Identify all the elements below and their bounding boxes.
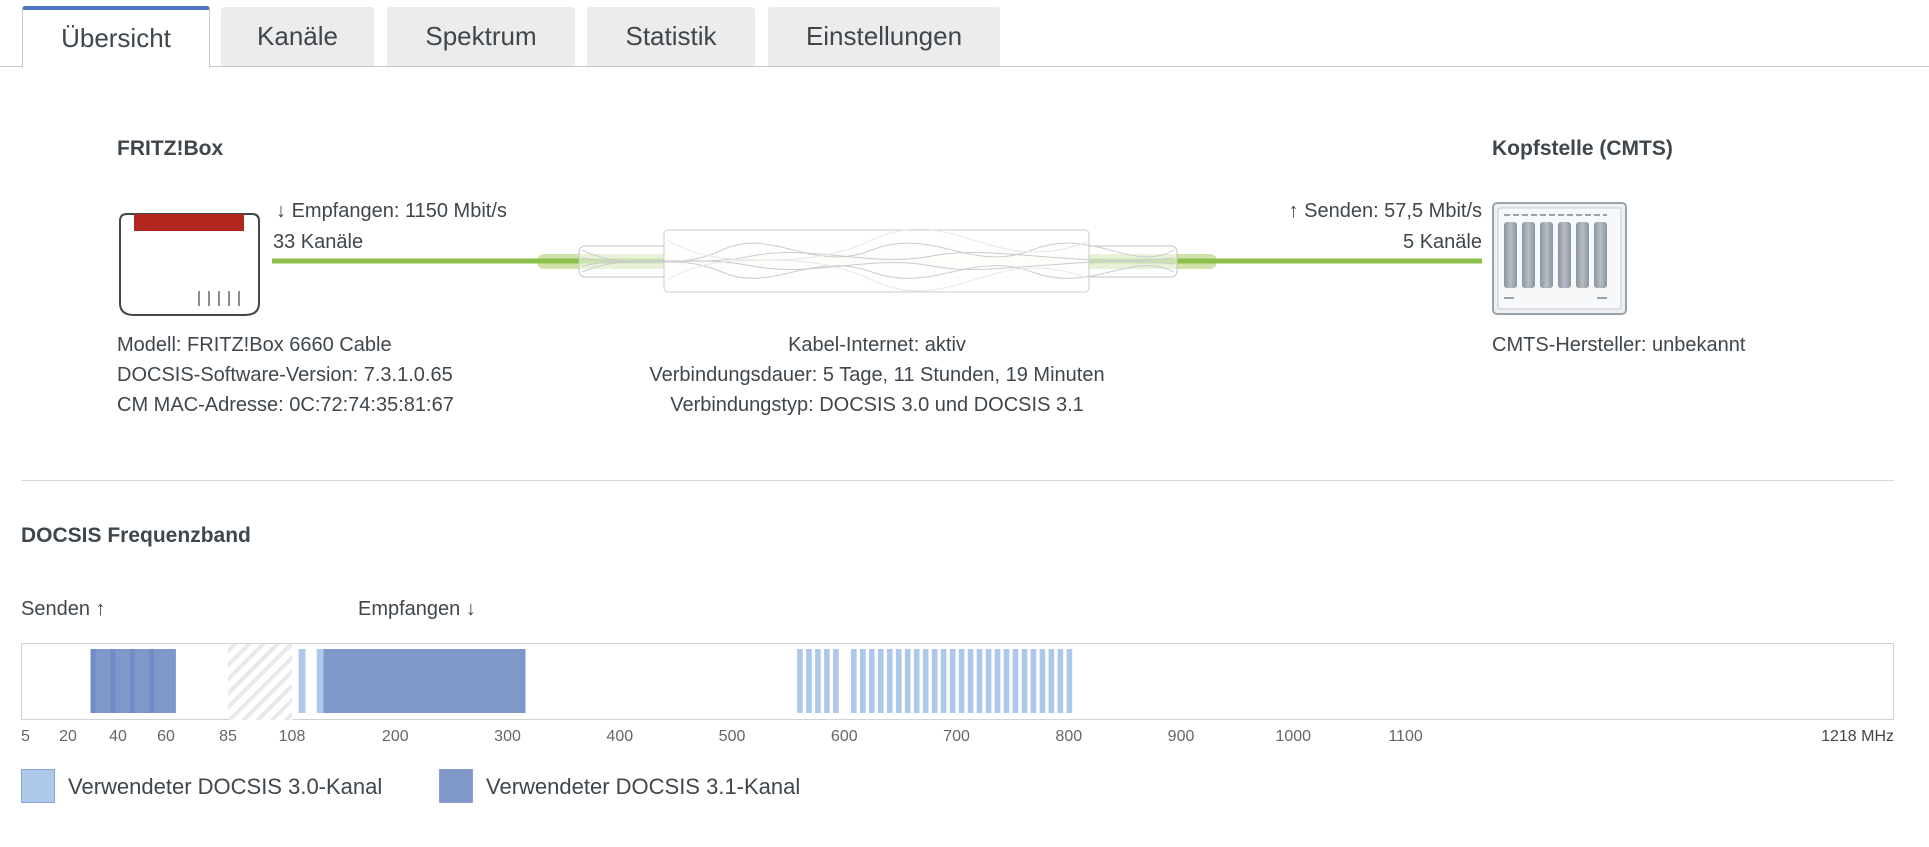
downstream-docsis30-channel — [316, 649, 324, 713]
downstream-docsis30-channel — [994, 649, 1001, 713]
band-tick-label: 600 — [830, 728, 858, 745]
fritzbox-title: FRITZ!Box — [117, 137, 224, 160]
band-tick-label: 20 — [59, 728, 77, 745]
downstream-docsis30-channel — [904, 649, 911, 713]
downstream-docsis30-channel — [922, 649, 929, 713]
upstream-docsis30-channel — [130, 649, 135, 713]
tab-bar: Übersicht Kanäle Spektrum Statistik Eins… — [0, 0, 1929, 68]
upstream-docsis30-channel — [149, 649, 154, 713]
connection-duration: Verbindungsdauer: 5 Tage, 11 Stunden, 19… — [649, 364, 1105, 386]
downstream-rate: ↓ Empfangen: 1150 Mbit/s — [276, 200, 507, 223]
fritzbox-cm-mac: CM MAC-Adresse: 0C:72:74:35:81:67 — [117, 394, 454, 416]
downstream-docsis30-channel — [1048, 649, 1055, 713]
legend-docsis30-swatch — [21, 769, 55, 803]
arrow-up-icon: ↑ — [1288, 200, 1299, 222]
downstream-docsis30-channel — [1066, 649, 1073, 713]
band-tick-label: 40 — [109, 728, 127, 745]
fritzbox-docsis-version: DOCSIS-Software-Version: 7.3.1.0.65 — [117, 364, 453, 386]
fritzbox-model: Modell: FRITZ!Box 6660 Cable — [117, 334, 392, 356]
downstream-docsis30-channel — [949, 649, 956, 713]
downstream-docsis30-channel — [895, 649, 902, 713]
upstream-docsis30-channel — [110, 649, 116, 713]
downstream-docsis30-channel — [886, 649, 893, 713]
arrow-down-icon: ↓ — [276, 200, 286, 222]
band-tick-label: 1100 — [1388, 728, 1423, 745]
tab-divider — [0, 66, 1929, 67]
tab-spektrum[interactable]: Spektrum — [387, 7, 575, 66]
downstream-docsis30-channel — [967, 649, 974, 713]
band-tick-label: 5 — [21, 728, 30, 745]
cable-connection-graphic — [272, 228, 1482, 293]
band-title: DOCSIS Frequenzband — [21, 524, 251, 547]
upstream-docsis30-channel — [90, 649, 96, 713]
downstream-docsis30-channel — [806, 649, 812, 713]
cmts-manufacturer: CMTS-Hersteller: unbekannt — [1492, 334, 1746, 356]
band-tick-label: 108 — [278, 728, 306, 745]
band-send-label: Senden ↑ — [21, 598, 106, 620]
downstream-docsis30-channel — [1003, 649, 1010, 713]
downstream-rate-text: Empfangen: 1150 Mbit/s — [291, 200, 507, 222]
tab-uebersicht[interactable]: Übersicht — [22, 6, 210, 68]
upstream-rate: ↑ Senden: 57,5 Mbit/s — [1289, 200, 1482, 223]
downstream-docsis30-channel — [1012, 649, 1019, 713]
band-tick-label: 500 — [718, 728, 746, 745]
downstream-docsis30-channel — [298, 649, 306, 713]
downstream-docsis31-channel — [323, 649, 526, 713]
band-tick-label: 85 — [219, 728, 237, 745]
legend-docsis31-label: Verwendeter DOCSIS 3.1-Kanal — [486, 774, 801, 799]
connection-type: Verbindungstyp: DOCSIS 3.0 und DOCSIS 3.… — [670, 394, 1084, 416]
downstream-docsis30-channel — [859, 649, 866, 713]
upstream-channels: 5 Kanäle — [1403, 231, 1482, 253]
downstream-docsis30-channel — [931, 649, 938, 713]
tab-einstellungen[interactable]: Einstellungen — [768, 7, 1000, 66]
fritzbox-device-icon — [119, 213, 260, 316]
downstream-docsis30-channel — [797, 649, 803, 713]
legend-docsis30-label: Verwendeter DOCSIS 3.0-Kanal — [68, 774, 383, 799]
downstream-docsis30-channel — [1030, 649, 1037, 713]
downstream-docsis30-channel — [1021, 649, 1028, 713]
tab-kanaele[interactable]: Kanäle — [221, 7, 374, 66]
guard-band — [228, 644, 292, 720]
downstream-docsis30-channel — [851, 649, 857, 713]
downstream-docsis30-channel — [877, 649, 884, 713]
downstream-docsis30-channel — [1039, 649, 1046, 713]
upstream-rate-text: Senden: 57,5 Mbit/s — [1304, 200, 1482, 222]
downstream-docsis30-channel — [824, 649, 830, 713]
band-tick-label: 900 — [1167, 728, 1195, 745]
downstream-docsis30-channel — [833, 649, 839, 713]
band-tick-label: 60 — [157, 728, 175, 745]
frequency-band-chart — [21, 643, 1894, 720]
band-tick-label: 800 — [1055, 728, 1083, 745]
downstream-docsis30-channel — [913, 649, 920, 713]
band-tick-label: 400 — [606, 728, 634, 745]
band-tick-label: 1000 — [1275, 728, 1312, 745]
downstream-docsis30-channel — [958, 649, 965, 713]
band-tick-label: 1218 MHz — [1821, 728, 1894, 745]
downstream-docsis30-channel — [1057, 649, 1064, 713]
legend-docsis31-swatch — [439, 769, 473, 803]
cable-internet-status: Kabel-Internet: aktiv — [788, 334, 966, 356]
band-receive-label: Empfangen ↓ — [358, 598, 476, 620]
tab-statistik[interactable]: Statistik — [587, 7, 755, 66]
downstream-docsis30-channel — [940, 649, 947, 713]
band-tick-label: 200 — [381, 728, 409, 745]
downstream-channels: 33 Kanäle — [273, 231, 364, 253]
downstream-docsis30-channel — [815, 649, 821, 713]
band-tick-label: 700 — [943, 728, 970, 745]
cmts-title: Kopfstelle (CMTS) — [1492, 137, 1673, 160]
section-divider — [21, 480, 1894, 481]
band-tick-label: 300 — [494, 728, 521, 745]
downstream-docsis30-channel — [976, 649, 983, 713]
downstream-docsis30-channel — [868, 649, 875, 713]
cmts-server-icon — [1492, 202, 1627, 315]
downstream-docsis30-channel — [985, 649, 992, 713]
